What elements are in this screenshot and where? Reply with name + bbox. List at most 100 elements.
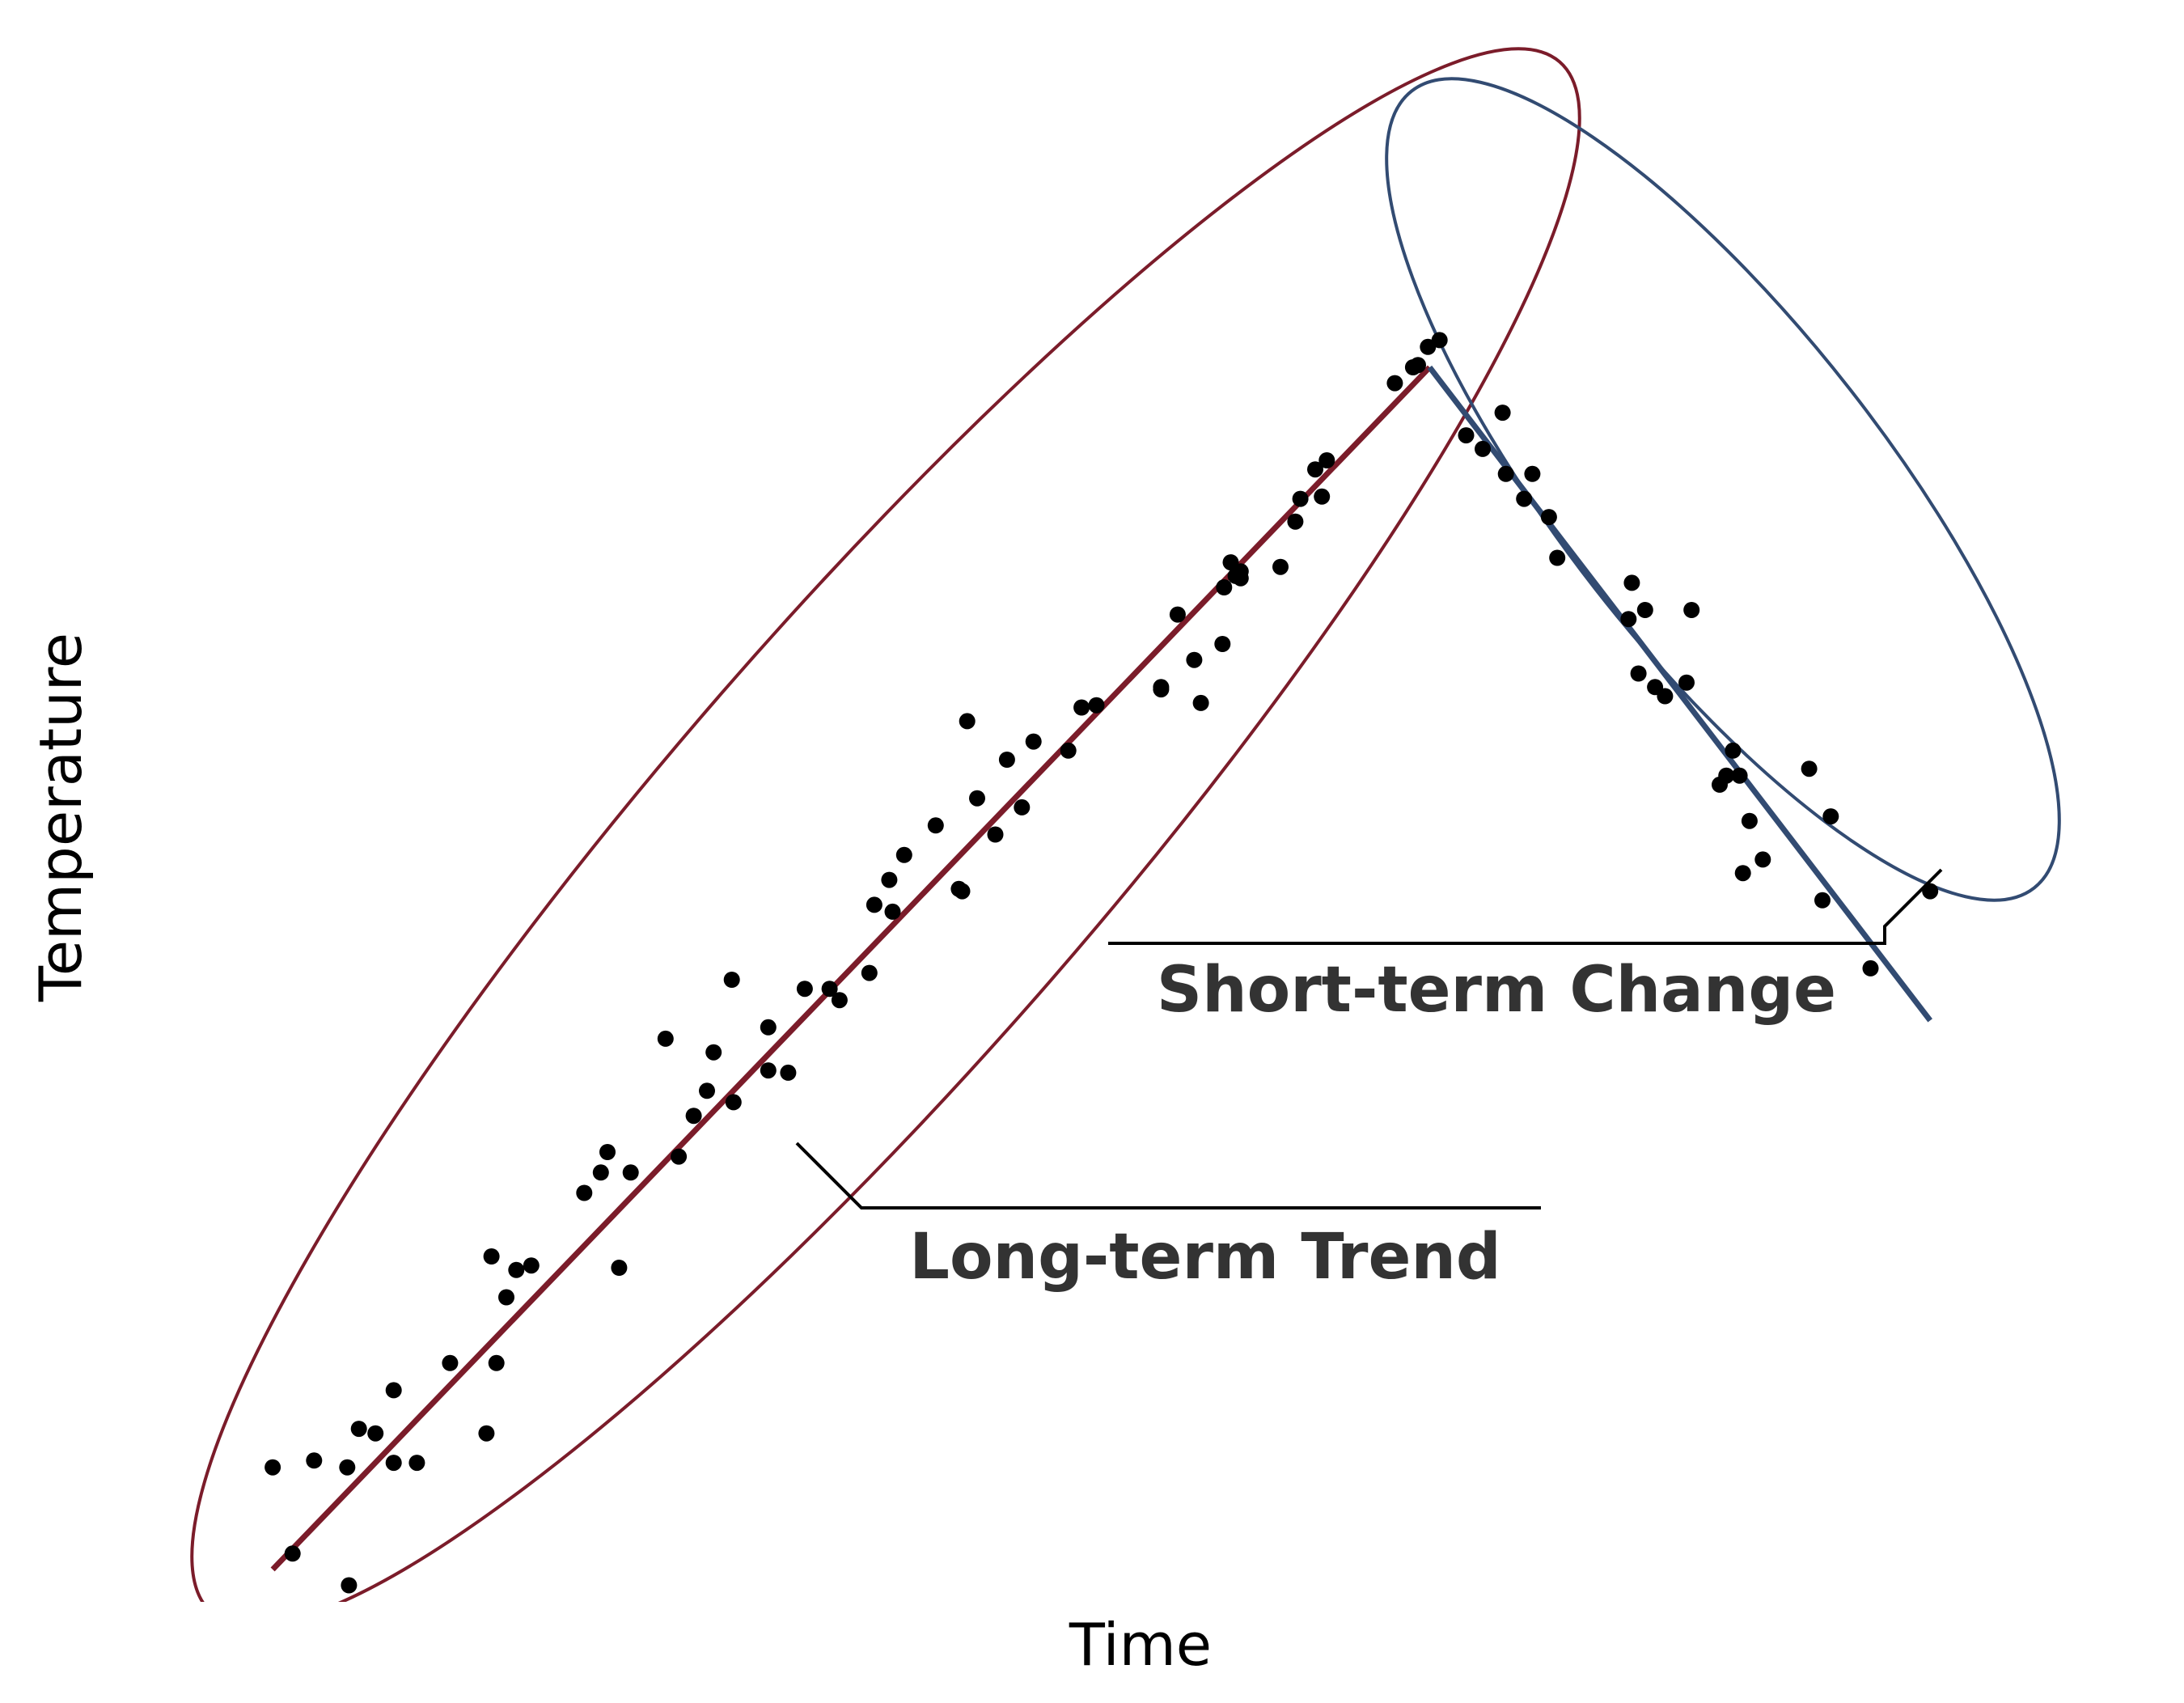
long-term-trend-ellipse	[190, 47, 1581, 1602]
short-term-data-point-12	[1636, 602, 1653, 618]
short-term-change-label: Short-term Change	[1157, 954, 1836, 1027]
short-term-data-point-10	[1623, 574, 1640, 591]
long-term-data-point-0	[265, 1459, 281, 1476]
long-term-data-point-3	[339, 1459, 356, 1476]
short-term-data-point-21	[1734, 865, 1751, 882]
long-term-data-point-19	[599, 1144, 616, 1160]
long-term-data-point-49	[1060, 742, 1077, 759]
long-term-data-point-58	[1216, 579, 1233, 595]
long-term-data-point-37	[881, 871, 898, 888]
long-term-data-point-38	[884, 903, 901, 920]
short-term-change-leader-line	[1108, 868, 1943, 945]
long-term-data-point-27	[723, 972, 740, 988]
long-term-data-point-36	[866, 896, 882, 913]
long-term-data-point-40	[927, 817, 944, 834]
long-term-data-point-57	[1214, 636, 1231, 652]
short-term-data-point-0	[1431, 332, 1448, 349]
y-axis-label: Temperature	[27, 633, 95, 1002]
short-term-data-point-4	[1497, 465, 1514, 482]
long-term-data-point-18	[592, 1164, 609, 1181]
short-term-data-point-7	[1540, 509, 1557, 526]
long-term-data-point-6	[367, 1425, 384, 1442]
long-term-data-point-25	[699, 1082, 715, 1099]
long-term-data-point-20	[611, 1260, 628, 1276]
long-term-data-point-47	[1014, 799, 1031, 815]
long-term-data-point-33	[821, 981, 838, 998]
long-term-data-point-24	[685, 1108, 702, 1125]
long-term-data-point-64	[1287, 513, 1304, 530]
long-term-data-point-42	[954, 883, 971, 900]
short-term-data-point-16	[1683, 602, 1700, 618]
long-term-data-point-68	[1318, 452, 1335, 468]
long-term-data-point-44	[969, 790, 985, 807]
short-term-data-point-1	[1458, 427, 1475, 444]
short-term-data-point-14	[1657, 688, 1674, 705]
long-term-data-point-32	[796, 981, 813, 998]
long-term-data-point-66	[1307, 461, 1323, 478]
short-term-data-point-11	[1630, 665, 1647, 682]
long-term-data-point-15	[508, 1261, 525, 1278]
long-term-data-point-9	[408, 1455, 425, 1472]
long-term-data-point-55	[1186, 651, 1203, 668]
long-term-data-point-62	[1232, 570, 1249, 587]
long-term-data-point-51	[1088, 697, 1105, 714]
long-term-data-point-12	[483, 1248, 500, 1265]
long-term-data-point-13	[488, 1354, 505, 1371]
short-term-change-ellipse	[1385, 77, 2061, 902]
long-term-data-point-23	[671, 1148, 688, 1165]
long-term-trend-label: Long-term Trend	[909, 1221, 1500, 1294]
long-term-data-point-16	[523, 1257, 540, 1274]
long-term-data-point-63	[1272, 558, 1289, 575]
short-term-data-point-24	[1801, 760, 1818, 777]
long-term-data-point-56	[1192, 694, 1209, 711]
long-term-data-point-11	[478, 1425, 495, 1442]
long-term-data-point-67	[1314, 488, 1331, 505]
long-term-data-point-10	[442, 1354, 459, 1371]
long-term-data-point-43	[959, 713, 976, 730]
long-term-data-point-5	[350, 1421, 367, 1438]
long-term-data-point-71	[1410, 357, 1426, 374]
short-term-data-point-6	[1524, 465, 1541, 482]
long-term-data-point-2	[306, 1452, 323, 1469]
long-term-data-point-28	[725, 1094, 742, 1111]
x-axis-label: Time	[1069, 1611, 1212, 1679]
long-term-data-point-50	[1073, 699, 1090, 716]
short-term-change-line	[1427, 365, 1932, 1023]
short-term-data-point-25	[1814, 892, 1831, 909]
long-term-trend-leader-line	[795, 1142, 1541, 1209]
short-term-data-point-2	[1475, 440, 1491, 457]
long-term-data-point-29	[760, 1019, 777, 1036]
short-term-data-point-15	[1678, 674, 1695, 691]
short-term-data-point-8	[1549, 549, 1566, 566]
short-term-data-point-18	[1718, 767, 1735, 784]
data-points-layer	[265, 332, 1939, 1594]
short-term-data-point-5	[1516, 490, 1533, 507]
long-term-data-point-34	[831, 992, 848, 1009]
short-term-data-point-22	[1741, 812, 1758, 829]
long-term-data-point-4	[341, 1577, 358, 1594]
long-term-data-point-48	[1025, 733, 1042, 750]
long-term-data-point-45	[987, 826, 1004, 843]
long-term-data-point-7	[385, 1382, 402, 1399]
long-term-data-point-35	[861, 964, 878, 981]
long-term-data-point-65	[1292, 490, 1309, 507]
short-term-data-point-3	[1494, 405, 1511, 422]
long-term-data-point-17	[576, 1184, 593, 1201]
short-term-data-point-19	[1725, 742, 1742, 759]
long-term-data-point-1	[284, 1545, 301, 1562]
long-term-data-point-39	[895, 846, 912, 863]
short-term-data-point-27	[1862, 960, 1879, 976]
long-term-data-point-31	[780, 1064, 797, 1081]
long-term-data-point-46	[998, 752, 1015, 768]
long-term-data-point-53	[1153, 681, 1170, 698]
long-term-data-point-54	[1169, 606, 1186, 623]
long-term-data-point-8	[385, 1455, 402, 1472]
short-term-data-point-20	[1731, 767, 1748, 784]
short-term-data-point-26	[1822, 808, 1839, 825]
long-term-data-point-21	[622, 1164, 639, 1181]
short-term-data-point-9	[1620, 611, 1637, 628]
short-term-data-point-23	[1754, 851, 1771, 868]
long-term-data-point-22	[657, 1030, 674, 1047]
